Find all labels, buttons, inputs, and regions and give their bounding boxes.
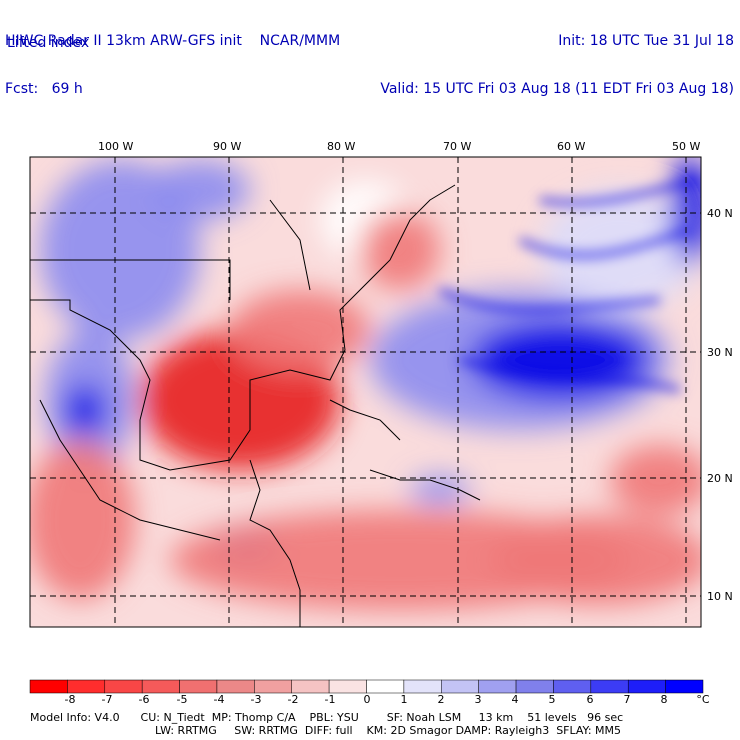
lon-label-70w: 70 W: [443, 140, 472, 153]
model-title: HIWC Radar II 13km ARW-GFS init: [5, 33, 242, 49]
colorbar-tick: 3: [474, 693, 482, 706]
colorbar-tick: -7: [101, 693, 113, 706]
colorbar-cell: [627, 679, 666, 694]
lat-label-20n: 20 N: [707, 472, 733, 485]
org-label: NCAR/MMM: [259, 33, 341, 49]
lat-label-30n: 30 N: [707, 346, 733, 359]
lon-label-100w: 100 W: [98, 140, 134, 153]
colorbar-cell: [515, 679, 554, 694]
colorbar-tick: 4: [511, 693, 519, 706]
field-layer: [30, 157, 701, 627]
colorbar-cell: [29, 679, 68, 694]
colorbar-tick: 2: [437, 693, 445, 706]
model-info-line1: Model Info: V4.0 CU: N_Tiedt MP: Thomp C…: [30, 711, 624, 724]
colorbar-cell: [366, 679, 405, 694]
lon-label-60w: 60 W: [557, 140, 586, 153]
colorbar-tick: -6: [138, 693, 150, 706]
colorbar-tick: 5: [548, 693, 556, 706]
colorbar-tick: 7: [623, 693, 631, 706]
colorbar-tick: -4: [213, 693, 225, 706]
colorbar-cell: [179, 679, 218, 694]
colorbar-cell: [590, 679, 629, 694]
colorbar-cell: [141, 679, 180, 694]
colorbar-cell: [67, 679, 106, 694]
header-left: HIWC Radar II 13km ARW-GFS init NCAR/MMM…: [5, 1, 340, 113]
lon-label-80w: 80 W: [327, 140, 356, 153]
colorbar-tick: 6: [586, 693, 594, 706]
colorbar-tick: 8: [660, 693, 668, 706]
lon-label-90w: 90 W: [213, 140, 242, 153]
colorbar-tick: -2: [287, 693, 299, 706]
colorbar-cell: [328, 679, 367, 694]
colorbar-tick: 1: [400, 693, 408, 706]
colorbar-tick: -8: [64, 693, 76, 706]
colorbar-cell: [291, 679, 330, 694]
header-right: Init: 18 UTC Tue 31 Jul 18 Valid: 15 UTC…: [380, 1, 734, 113]
map-frame: [29, 156, 702, 628]
colorbar-cell: [254, 679, 292, 694]
colorbar-cell: [478, 679, 517, 694]
lat-label-10n: 10 N: [707, 590, 733, 603]
colorbar-tick: -5: [176, 693, 188, 706]
colorbar-tick: 0: [363, 693, 371, 706]
colorbar-cell: [403, 679, 442, 694]
valid-time: Valid: 15 UTC Fri 03 Aug 18 (11 EDT Fri …: [380, 81, 734, 97]
init-time: Init: 18 UTC Tue 31 Jul 18: [558, 33, 734, 49]
fcst-label: Fcst:: [5, 81, 39, 97]
colorbar-cell: [553, 679, 592, 694]
model-info-line2: LW: RRTMG SW: RRTMG DIFF: full KM: 2D Sm…: [155, 724, 621, 737]
colorbar-tick: -3: [250, 693, 262, 706]
colorbar-cell: [441, 679, 479, 694]
colorbar-cell: [665, 679, 704, 694]
colorbar-tick: -1: [324, 693, 336, 706]
variable-title: Lifted index: [7, 35, 90, 51]
lat-label-40n: 40 N: [707, 207, 733, 220]
lon-label-50w: 50 W: [672, 140, 701, 153]
colorbar-cell: [216, 679, 255, 694]
colorbar-unit: °C: [696, 693, 710, 706]
colorbar-cell: [104, 679, 143, 694]
fcst-value: 69 h: [51, 81, 83, 97]
